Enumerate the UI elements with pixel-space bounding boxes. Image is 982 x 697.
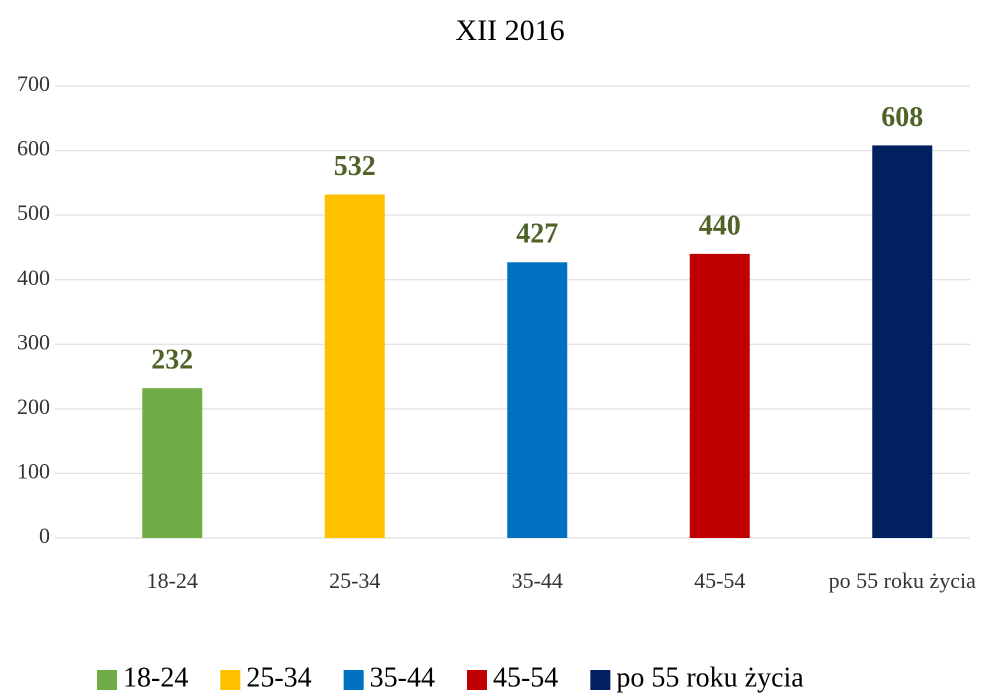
x-tick-label-box: 35-44 bbox=[511, 568, 563, 593]
y-tick-label: 300 bbox=[17, 329, 50, 354]
y-tick-label: 200 bbox=[17, 394, 50, 419]
data-label: 232 bbox=[151, 345, 193, 376]
y-tick-label: 500 bbox=[17, 200, 50, 225]
legend-swatch bbox=[343, 670, 364, 690]
x-tick-label-box: 18-24 bbox=[146, 568, 198, 593]
x-tick-label-box: po 55 roku życia bbox=[828, 568, 976, 593]
legend-label: 45-54 bbox=[493, 662, 558, 693]
bar bbox=[142, 388, 203, 538]
legend-swatch bbox=[466, 670, 487, 690]
chart-title: XII 2016 bbox=[455, 14, 564, 47]
x-tick-label: 25-34 bbox=[329, 568, 381, 593]
legend-swatch bbox=[220, 670, 241, 690]
x-tick-label: 45-54 bbox=[694, 568, 746, 593]
bar bbox=[689, 253, 750, 538]
y-tick-label: 0 bbox=[39, 523, 50, 548]
x-tick-label: 35-44 bbox=[511, 568, 563, 593]
bar bbox=[507, 262, 568, 538]
y-tick-label: 100 bbox=[17, 458, 50, 483]
y-tick-label: 400 bbox=[17, 265, 50, 290]
legend-label: 25-34 bbox=[246, 662, 311, 693]
legend-label: 18-24 bbox=[123, 662, 188, 693]
data-label: 608 bbox=[881, 102, 923, 133]
bar bbox=[872, 145, 933, 539]
legend-label: po 55 roku życia bbox=[616, 662, 804, 693]
x-tick-label-box: 45-54 bbox=[694, 568, 746, 593]
data-label: 427 bbox=[516, 219, 558, 250]
x-tick-label: po 55 roku życia bbox=[828, 568, 976, 593]
x-tick-label-box: 25-34 bbox=[329, 568, 381, 593]
data-label: 532 bbox=[334, 151, 376, 182]
legend-swatch bbox=[97, 670, 117, 690]
bar bbox=[324, 194, 385, 539]
x-tick-label: 18-24 bbox=[146, 568, 198, 593]
data-label: 440 bbox=[699, 210, 741, 241]
y-tick-label: 600 bbox=[17, 136, 50, 161]
legend-swatch bbox=[590, 670, 611, 690]
y-tick-label: 700 bbox=[17, 71, 50, 96]
legend-label: 35-44 bbox=[370, 662, 435, 693]
